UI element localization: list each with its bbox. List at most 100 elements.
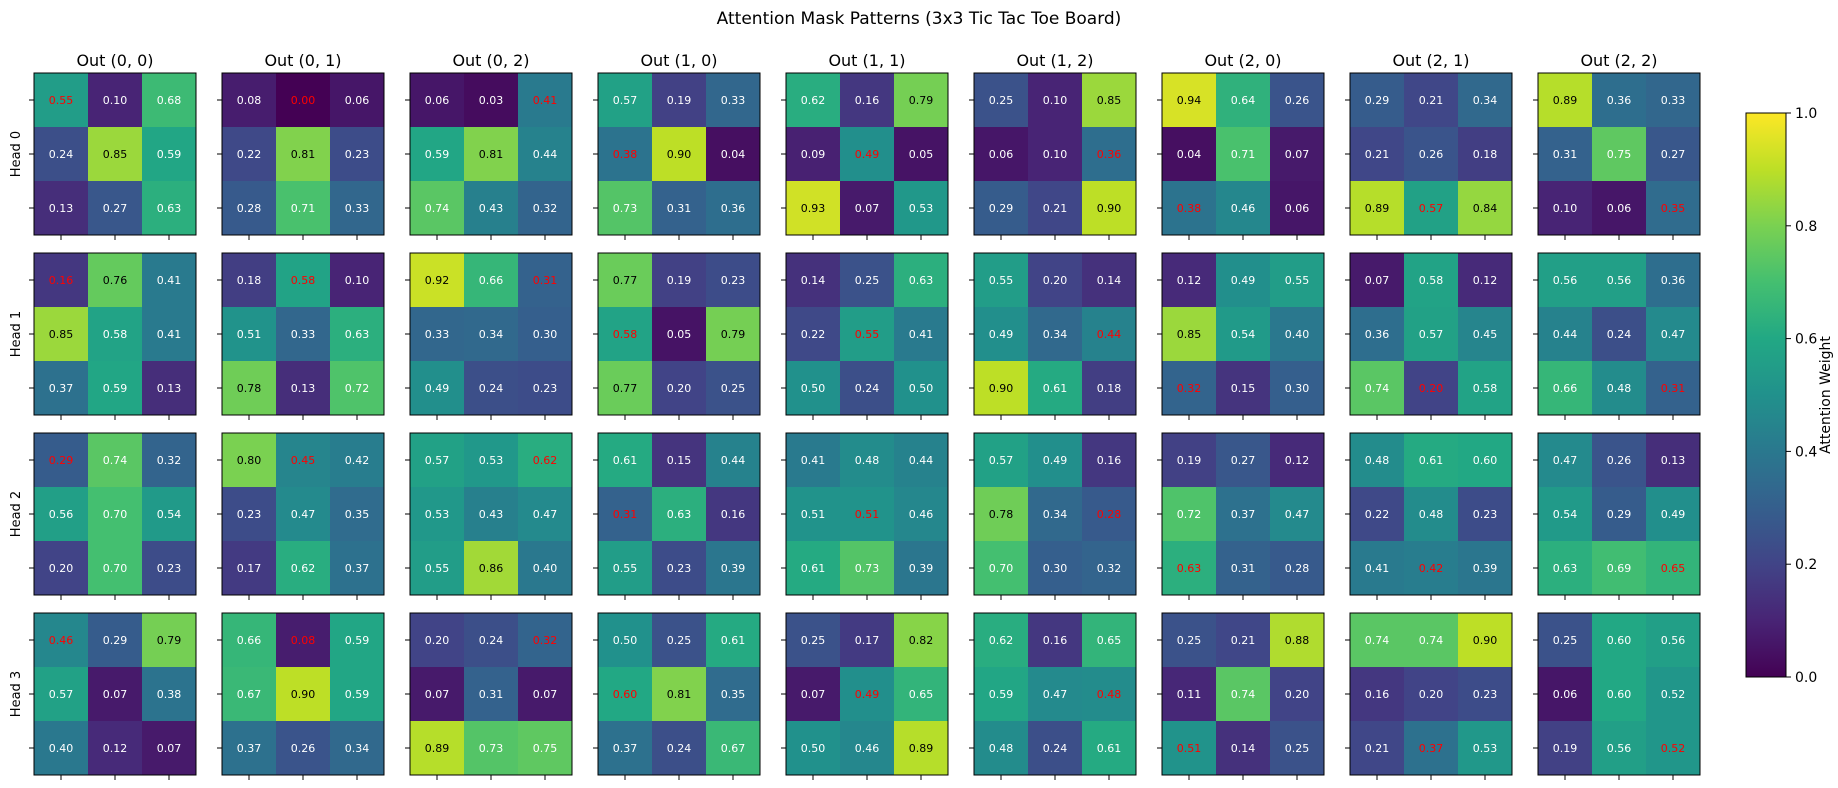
cell-value-label: 0.74 bbox=[425, 202, 450, 215]
heatmap-cell bbox=[1028, 613, 1083, 668]
heatmap-cell bbox=[840, 721, 895, 776]
cell-value-label: 0.80 bbox=[237, 454, 262, 467]
cell-value-label: 0.13 bbox=[49, 202, 74, 215]
cell-value-label: 0.63 bbox=[909, 274, 934, 287]
attention-panel: 0.25 0.60 0.56 0.06 0.60 0.52 0.19 0.56 0.52 bbox=[1533, 612, 1701, 780]
heatmap-cell bbox=[840, 667, 895, 722]
heatmap-cell bbox=[464, 73, 519, 128]
cell-value-label: 0.16 bbox=[1043, 634, 1068, 647]
heatmap-cell bbox=[276, 73, 331, 128]
cell-value-label: 0.21 bbox=[1365, 148, 1390, 161]
heatmap-cell bbox=[1216, 181, 1271, 236]
cell-value-label: 0.11 bbox=[1177, 688, 1202, 701]
heatmap-cell bbox=[1216, 127, 1271, 182]
heatmap-cell bbox=[652, 721, 707, 776]
cell-value-label: 0.61 bbox=[1097, 742, 1122, 755]
heatmap-cell bbox=[222, 541, 277, 596]
heatmap-cell bbox=[1404, 307, 1459, 362]
cell-value-label: 0.47 bbox=[1661, 328, 1686, 341]
heatmap-cell bbox=[1350, 721, 1405, 776]
heatmap-cell bbox=[1216, 721, 1271, 776]
heatmap-cell bbox=[410, 541, 465, 596]
column-title: Out (2, 1) bbox=[1392, 51, 1469, 70]
heatmap-cell bbox=[1646, 73, 1701, 128]
heatmap-cell bbox=[894, 181, 949, 236]
cell-value-label: 0.59 bbox=[345, 688, 370, 701]
heatmap-cell bbox=[840, 613, 895, 668]
cell-value-label: 0.61 bbox=[721, 634, 746, 647]
heatmap-cell bbox=[652, 307, 707, 362]
heatmap-cell bbox=[1458, 541, 1513, 596]
heatmap-cell bbox=[1162, 307, 1217, 362]
heatmap-cell bbox=[706, 127, 761, 182]
heatmap-cell bbox=[894, 541, 949, 596]
cell-value-label: 0.09 bbox=[801, 148, 826, 161]
cell-value-label: 0.61 bbox=[801, 562, 826, 575]
heatmap-cell bbox=[518, 433, 573, 488]
heatmap-cell bbox=[652, 73, 707, 128]
cell-value-label: 0.06 bbox=[425, 94, 450, 107]
cell-value-label: 0.74 bbox=[1419, 634, 1444, 647]
heatmap-cell bbox=[706, 487, 761, 542]
heatmap-cell bbox=[34, 361, 89, 416]
heatmap-cell bbox=[1082, 433, 1137, 488]
cell-value-label: 0.52 bbox=[1661, 742, 1686, 755]
cell-value-label: 0.34 bbox=[479, 328, 504, 341]
colorbar-tick-label: 0.2 bbox=[1795, 557, 1817, 573]
cell-value-label: 0.28 bbox=[237, 202, 262, 215]
heatmap-cell bbox=[1216, 307, 1271, 362]
cell-value-label: 0.04 bbox=[721, 148, 746, 161]
heatmap-cell bbox=[276, 253, 331, 308]
heatmap-cell bbox=[1028, 73, 1083, 128]
heatmap-cell bbox=[142, 253, 197, 308]
cell-value-label: 0.32 bbox=[1177, 382, 1202, 395]
cell-value-label: 0.12 bbox=[1177, 274, 1202, 287]
attention-panel: 0.29 0.21 0.34 0.21 0.26 0.18 0.89 0.57 0.84 bbox=[1345, 72, 1513, 240]
cell-value-label: 0.07 bbox=[855, 202, 880, 215]
heatmap-cell bbox=[706, 307, 761, 362]
cell-value-label: 0.57 bbox=[1419, 328, 1444, 341]
cell-value-label: 0.34 bbox=[345, 742, 370, 755]
cell-value-label: 0.65 bbox=[1097, 634, 1122, 647]
cell-value-label: 0.78 bbox=[237, 382, 262, 395]
cell-value-label: 0.34 bbox=[1473, 94, 1498, 107]
attention-panel: 0.57 0.19 0.33 0.38 0.90 0.04 0.73 0.31 0.36 bbox=[593, 72, 761, 240]
heatmap-cell bbox=[786, 613, 841, 668]
cell-value-label: 0.25 bbox=[1553, 634, 1578, 647]
heatmap-cell bbox=[1646, 127, 1701, 182]
heatmap-cell bbox=[88, 73, 143, 128]
cell-value-label: 0.46 bbox=[855, 742, 880, 755]
heatmap-cell bbox=[786, 433, 841, 488]
cell-value-label: 0.37 bbox=[237, 742, 262, 755]
cell-value-label: 0.26 bbox=[1607, 454, 1632, 467]
heatmap-cell bbox=[518, 487, 573, 542]
heatmap-cell bbox=[786, 487, 841, 542]
cell-value-label: 0.16 bbox=[1097, 454, 1122, 467]
heatmap-cell bbox=[1404, 667, 1459, 722]
heatmap-cell bbox=[518, 307, 573, 362]
cell-value-label: 0.40 bbox=[49, 742, 74, 755]
column-title: Out (0, 0) bbox=[76, 51, 153, 70]
cell-value-label: 0.03 bbox=[479, 94, 504, 107]
cell-value-label: 0.49 bbox=[855, 148, 880, 161]
heatmap-cell bbox=[1028, 253, 1083, 308]
cell-value-label: 0.62 bbox=[533, 454, 558, 467]
cell-value-label: 0.61 bbox=[613, 454, 638, 467]
attention-panel: 0.57 0.53 0.62 0.53 0.43 0.47 0.55 0.86 0.40 bbox=[405, 432, 573, 600]
heatmap-cell bbox=[34, 127, 89, 182]
cell-value-label: 0.26 bbox=[1285, 94, 1310, 107]
cell-value-label: 0.51 bbox=[237, 328, 262, 341]
cell-value-label: 0.35 bbox=[345, 508, 370, 521]
cell-value-label: 0.70 bbox=[103, 508, 128, 521]
attention-panel: 0.47 0.26 0.13 0.54 0.29 0.49 0.63 0.69 0.65 bbox=[1533, 432, 1701, 600]
colorbar-tick-label: 0.4 bbox=[1795, 444, 1817, 460]
heatmap-cell bbox=[464, 361, 519, 416]
row-label: Head 2 bbox=[9, 491, 24, 537]
heatmap-cell bbox=[88, 127, 143, 182]
heatmap-cell bbox=[1458, 613, 1513, 668]
cell-value-label: 0.75 bbox=[1607, 148, 1632, 161]
cell-value-label: 0.48 bbox=[1097, 688, 1122, 701]
cell-value-label: 0.51 bbox=[1177, 742, 1202, 755]
cell-value-label: 0.60 bbox=[1473, 454, 1498, 467]
cell-value-label: 0.57 bbox=[613, 94, 638, 107]
